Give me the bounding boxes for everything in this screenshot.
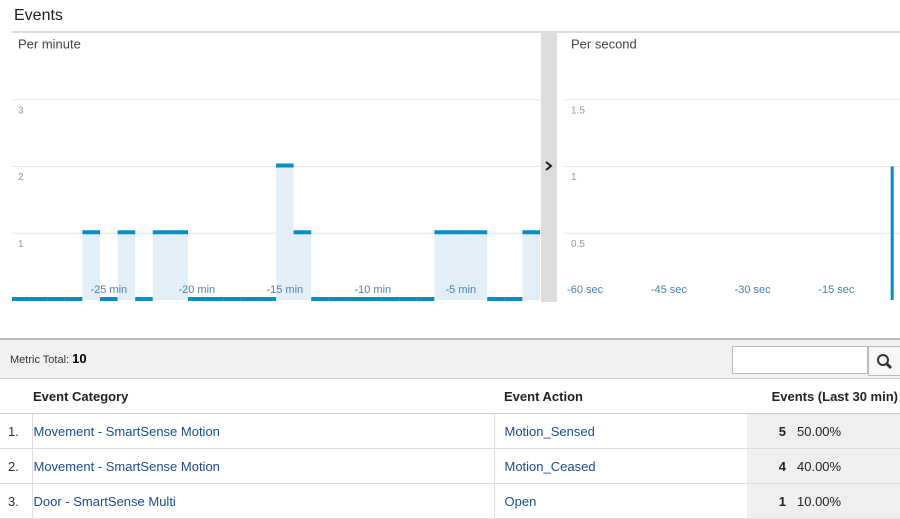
bar xyxy=(117,233,136,300)
bar xyxy=(434,233,452,300)
event-count: 1 xyxy=(747,483,796,519)
table-row: 3. Door - SmartSense Multi Open 1 10.00% xyxy=(0,483,900,519)
metric-total: Metric Total: 10 xyxy=(10,351,87,366)
bar xyxy=(276,166,294,300)
y-tick-label: 2 xyxy=(18,172,24,183)
event-count: 4 xyxy=(747,448,796,484)
event-count: 5 xyxy=(747,413,796,449)
event-percent: 40.00% xyxy=(796,448,900,484)
x-tick-label: -45 sec xyxy=(651,284,688,296)
event-percent: 50.00% xyxy=(796,413,900,449)
table-row: 2. Movement - SmartSense Motion Motion_Cea… xyxy=(0,448,900,484)
event-action[interactable]: Motion_Sensed xyxy=(493,413,747,449)
event-category[interactable]: Door - SmartSense Multi xyxy=(32,483,494,519)
bar xyxy=(522,233,540,300)
x-tick-label: -20 min xyxy=(178,284,215,296)
header-cell: Events (Last 30 min) xyxy=(747,379,900,414)
search-button[interactable] xyxy=(868,346,900,376)
header-cell: Event Action xyxy=(494,379,747,414)
bar xyxy=(82,233,100,300)
panel-title: Per minute xyxy=(18,36,81,51)
event-category[interactable]: Movement - SmartSense Motion xyxy=(32,448,494,484)
bar xyxy=(293,233,312,300)
event-action[interactable]: Open xyxy=(493,483,747,519)
header-cell xyxy=(0,379,32,414)
y-tick-label: 1 xyxy=(18,239,24,250)
bar xyxy=(452,233,470,300)
x-tick-label: -30 sec xyxy=(735,284,772,296)
event-action[interactable]: Motion_Ceased xyxy=(493,448,747,484)
section-title: Events xyxy=(14,7,63,24)
x-tick-label: -15 sec xyxy=(818,284,855,296)
expand-arrow[interactable] xyxy=(545,161,553,171)
row-number: 1. xyxy=(0,413,33,449)
row-number: 2. xyxy=(0,448,33,484)
metric-value: 10 xyxy=(72,351,87,366)
bar xyxy=(469,233,488,300)
table-panel: Metric Total: 10 Event Category Event Ac… xyxy=(0,338,900,519)
metric-strip: Metric Total: 10 xyxy=(0,338,900,379)
search-box[interactable] xyxy=(732,346,868,374)
bar xyxy=(170,233,188,300)
panel-title: Per second xyxy=(571,36,637,51)
data-table: Event Category Event Action Events (Last… xyxy=(0,379,900,519)
row-number: 3. xyxy=(0,483,33,519)
metric-label: Metric Total: xyxy=(10,354,70,366)
search-icon xyxy=(877,354,893,370)
bar xyxy=(890,166,894,300)
x-tick-label: -10 min xyxy=(354,284,391,296)
y-tick-label: 1 xyxy=(571,172,577,183)
x-tick-label: -60 sec xyxy=(567,284,604,296)
y-tick-label: 3 xyxy=(18,105,24,116)
x-tick-label: -15 min xyxy=(266,284,303,296)
x-tick-label: -5 min xyxy=(446,284,477,296)
x-tick-label: -25 min xyxy=(90,284,127,296)
header-cell: Event Category xyxy=(32,379,494,414)
header-row: Event Category Event Action Events (Last… xyxy=(0,379,900,414)
event-percent: 10.00% xyxy=(796,483,900,519)
table-row: 1. Movement - SmartSense Motion Motion_Sen… xyxy=(0,413,900,449)
bar xyxy=(152,233,171,300)
y-tick-label: 0.5 xyxy=(571,239,585,250)
y-tick-label: 1.5 xyxy=(571,105,585,116)
charts: Events Per minute 1 2 3 -25 min -20 min -15 mi… xyxy=(12,7,900,302)
event-category[interactable]: Movement - SmartSense Motion xyxy=(32,413,494,449)
